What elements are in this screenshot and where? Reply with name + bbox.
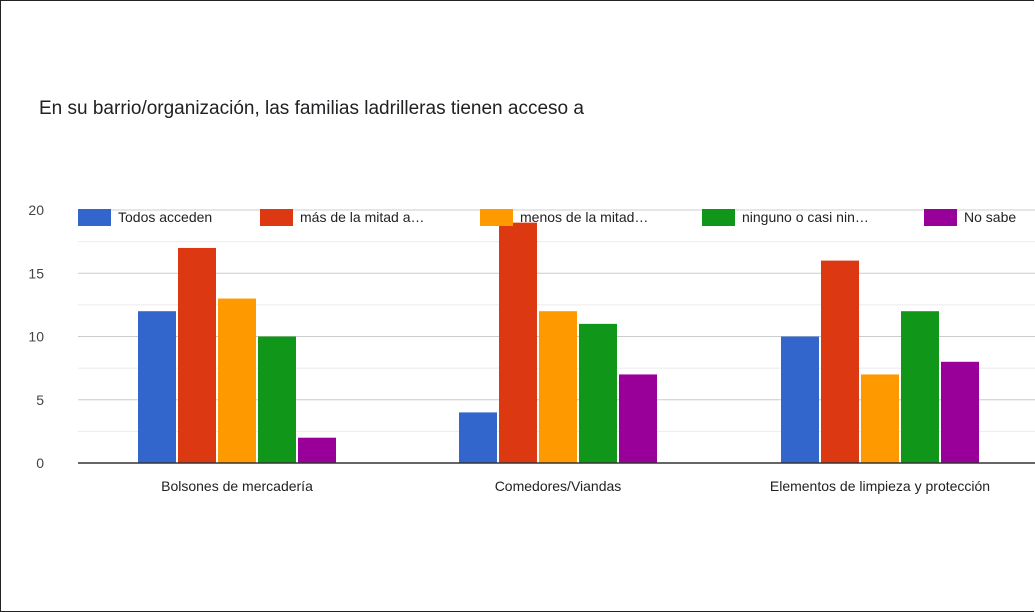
bar: [941, 361, 979, 463]
y-tick-label: 10: [28, 329, 44, 345]
chart-title: En su barrio/organización, las familias …: [39, 98, 584, 119]
legend-swatch: [480, 208, 513, 226]
legend-swatch: [702, 208, 735, 226]
legend-swatch: [924, 208, 957, 226]
y-tick-label: 15: [28, 265, 44, 281]
bar: [178, 247, 216, 463]
legend-item-no-sabe[interactable]: No sabe: [924, 206, 1016, 228]
bar: [218, 298, 256, 463]
bar: [821, 260, 859, 463]
bar: [258, 336, 296, 463]
legend-swatch: [78, 208, 111, 226]
legend-item-ninguno[interactable]: ninguno o casi nin…: [702, 206, 869, 228]
legend-label: más de la mitad a…: [300, 209, 425, 225]
legend-label: Todos acceden: [118, 209, 213, 225]
legend-item-menos-de-la-mitad[interactable]: menos de la mitad…: [480, 206, 648, 228]
bar: [781, 336, 819, 463]
legend-label: No sabe: [964, 209, 1017, 225]
bar: [459, 412, 497, 463]
x-tick-label: Comedores/Viandas: [495, 478, 622, 494]
y-tick-label: 5: [36, 392, 44, 408]
bar: [138, 311, 176, 463]
bar: [539, 311, 577, 463]
bar: [861, 374, 899, 463]
legend-label: ninguno o casi nin…: [742, 209, 869, 225]
x-tick-label: Bolsones de mercadería: [161, 478, 313, 494]
y-tick-label: 0: [36, 455, 44, 471]
bar: [901, 311, 939, 463]
bar: [499, 222, 537, 463]
legend-item-mas-de-la-mitad[interactable]: más de la mitad a…: [260, 206, 425, 228]
legend-item-todos-acceden[interactable]: Todos acceden: [78, 206, 212, 228]
bar: [619, 374, 657, 463]
bar: [298, 437, 336, 463]
y-tick-label: 20: [28, 202, 44, 218]
x-tick-label: Elementos de limpieza y protección: [770, 478, 990, 494]
bar: [579, 323, 617, 463]
legend-label: menos de la mitad…: [520, 209, 649, 225]
legend-swatch: [260, 208, 293, 226]
